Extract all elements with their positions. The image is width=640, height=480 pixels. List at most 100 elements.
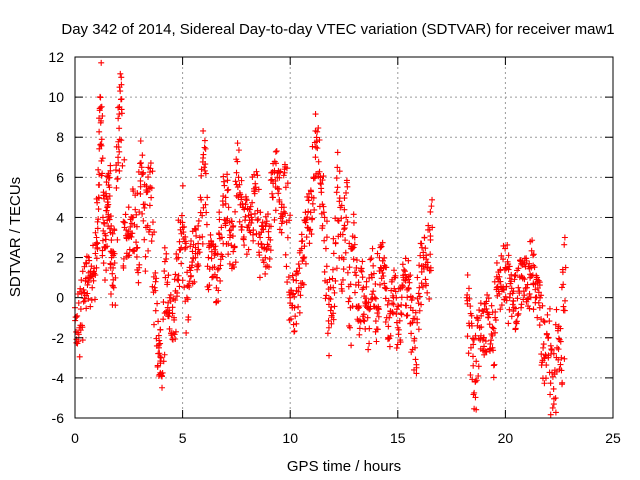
data-point: [142, 253, 149, 260]
data-point: [326, 276, 333, 283]
data-point: [101, 277, 108, 284]
data-point: [502, 264, 509, 271]
data-point: [370, 262, 377, 269]
data-point: [241, 242, 248, 249]
data-point: [479, 347, 486, 354]
data-point: [420, 249, 427, 256]
data-point: [467, 303, 474, 310]
y-tick-label: 10: [48, 89, 64, 105]
data-point: [351, 241, 358, 248]
data-point: [417, 252, 424, 259]
data-point: [135, 168, 142, 175]
data-point: [489, 332, 496, 339]
data-point: [140, 169, 147, 176]
data-point: [277, 168, 284, 175]
data-point: [382, 318, 389, 325]
data-point: [390, 310, 397, 317]
data-point: [328, 320, 335, 327]
data-point: [355, 303, 362, 310]
chart-title: Day 342 of 2014, Sidereal Day-to-day VTE…: [61, 21, 614, 38]
data-point: [483, 305, 490, 312]
data-point: [541, 380, 548, 387]
data-point: [115, 154, 122, 161]
data-point: [79, 268, 86, 275]
data-point: [95, 216, 102, 223]
data-point: [399, 283, 406, 290]
data-point: [128, 220, 135, 227]
data-point: [550, 401, 557, 408]
data-point: [490, 374, 497, 381]
data-point: [292, 313, 299, 320]
data-point: [220, 173, 227, 180]
data-point: [172, 335, 179, 342]
data-point: [548, 347, 555, 354]
data-point: [318, 185, 325, 192]
data-point: [79, 324, 86, 331]
data-point: [97, 94, 104, 101]
data-point: [247, 203, 254, 210]
data-point: [147, 184, 154, 191]
data-point: [346, 240, 353, 247]
data-point: [94, 218, 101, 225]
y-tick-label: -2: [52, 330, 65, 346]
data-point: [355, 303, 362, 310]
data-point: [478, 312, 485, 319]
data-point: [368, 271, 375, 278]
data-point: [267, 236, 274, 243]
data-point: [199, 233, 206, 240]
data-point: [344, 218, 351, 225]
data-point: [200, 151, 207, 158]
data-point: [429, 224, 436, 231]
data-point: [164, 279, 171, 286]
data-point: [138, 164, 145, 171]
data-point: [202, 201, 209, 208]
data-point: [342, 237, 349, 244]
data-point: [547, 411, 554, 418]
data-point: [368, 274, 375, 281]
data-point: [302, 209, 309, 216]
data-point: [427, 236, 434, 243]
data-point: [166, 294, 173, 301]
data-point: [419, 283, 426, 290]
data-point: [562, 297, 569, 304]
data-point: [165, 272, 172, 279]
data-point: [112, 274, 119, 281]
data-point: [203, 209, 210, 216]
data-point: [291, 293, 298, 300]
data-point: [555, 335, 562, 342]
data-point: [191, 278, 198, 285]
data-point: [339, 276, 346, 283]
data-point: [317, 180, 324, 187]
data-point: [141, 204, 148, 211]
data-point: [402, 277, 409, 284]
data-point: [202, 145, 209, 152]
data-point: [153, 275, 160, 282]
data-point: [80, 298, 87, 305]
data-point: [137, 137, 144, 144]
data-point: [225, 240, 232, 247]
data-point: [156, 337, 163, 344]
data-point: [382, 295, 389, 302]
data-point: [265, 228, 272, 235]
data-point: [243, 197, 250, 204]
data-point: [275, 190, 282, 197]
x-axis-label: GPS time / hours: [287, 458, 401, 475]
data-point: [133, 223, 140, 230]
data-point: [117, 70, 124, 77]
data-point: [464, 271, 471, 278]
data-point: [260, 259, 267, 266]
data-point: [206, 282, 213, 289]
data-point: [99, 112, 106, 119]
data-point: [426, 295, 433, 302]
data-point: [192, 225, 199, 232]
data-point: [114, 236, 121, 243]
data-point: [415, 290, 422, 297]
data-point: [380, 273, 387, 279]
data-point: [321, 268, 328, 275]
data-point: [388, 287, 395, 294]
data-point: [205, 286, 212, 293]
data-point: [118, 81, 125, 88]
data-point: [334, 164, 341, 171]
data-point: [503, 283, 510, 290]
data-point: [169, 304, 176, 311]
